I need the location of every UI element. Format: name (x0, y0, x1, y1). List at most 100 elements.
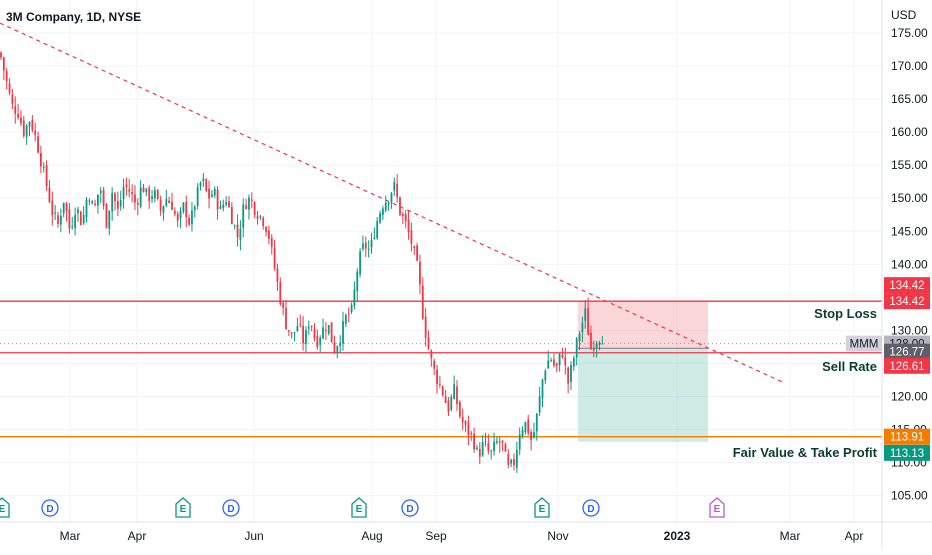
dividend-marker[interactable]: D (582, 499, 600, 517)
candle-body (108, 210, 111, 229)
candle-body (484, 441, 487, 443)
candle-up (493, 432, 495, 456)
dividend-marker[interactable]: D (41, 499, 59, 517)
earnings-house[interactable] (351, 497, 367, 518)
earnings-marker[interactable]: E (534, 497, 550, 518)
candle-body (555, 363, 558, 366)
candle-body (45, 165, 48, 187)
earnings-marker[interactable]: E (175, 497, 191, 518)
dividend-circle[interactable] (41, 499, 59, 517)
candle-body (256, 216, 259, 219)
candle-body (461, 417, 464, 423)
currency-label[interactable]: USD (891, 8, 917, 22)
candle-up (108, 210, 111, 236)
dividend-circle[interactable] (222, 499, 240, 517)
dividend-marker[interactable]: D (401, 499, 419, 517)
time-tick-label: Jun (244, 529, 263, 543)
candle-up (193, 205, 196, 218)
candle-up (222, 199, 225, 212)
candle-body (310, 326, 313, 328)
candle-body (14, 106, 17, 114)
candle-body (225, 202, 228, 205)
stop-loss-badge: 134.42 (884, 293, 930, 310)
candle-down (79, 210, 82, 226)
candle-down (228, 196, 230, 208)
position-tool[interactable] (578, 301, 708, 442)
candle-up (578, 331, 581, 351)
candle-body (54, 212, 57, 214)
candle-up (541, 378, 544, 408)
candle-down (430, 349, 433, 367)
dividend-circle[interactable] (582, 499, 600, 517)
candle-up (558, 353, 561, 372)
candle-body (62, 202, 65, 214)
candle-body (185, 201, 188, 218)
event-marker-label: E (356, 504, 363, 515)
time-tick-label: Apr (128, 529, 147, 543)
candle-up (521, 426, 524, 439)
candle-down (433, 358, 436, 376)
candle-body (116, 201, 119, 209)
candle-body (307, 326, 310, 329)
candle-body (270, 237, 273, 247)
stop-zone[interactable] (578, 301, 708, 349)
price-tick-label: 130.00 (891, 323, 928, 337)
candle-body (242, 204, 245, 228)
earnings-house[interactable] (709, 497, 725, 518)
candle-body (94, 203, 96, 206)
candle-body (154, 190, 156, 199)
horizontal-levels[interactable] (0, 300, 882, 438)
candle-body (176, 213, 179, 221)
candle-up (219, 200, 222, 210)
candle-body (493, 441, 495, 452)
candle-body (490, 450, 493, 452)
candle-body (182, 202, 185, 212)
candle-body (390, 192, 393, 203)
candle-down (136, 198, 139, 216)
price-tick-label: 170.00 (891, 59, 928, 73)
candle-body (496, 441, 498, 443)
dividend-circle[interactable] (401, 499, 419, 517)
candle-body (436, 369, 438, 384)
earnings-marker[interactable]: E (709, 497, 725, 518)
candle-body (498, 441, 501, 443)
earnings-house[interactable] (534, 497, 550, 518)
candle-body (521, 430, 524, 436)
candle-down (273, 239, 276, 271)
candle-body (20, 117, 22, 124)
target-badge: 113.13 (884, 444, 930, 461)
candle-up (28, 121, 31, 137)
candle-down (5, 68, 8, 90)
time-axis[interactable]: Mar Apr Jun Aug Sep Nov 2023 Mar Apr (60, 529, 864, 543)
candle-up (518, 427, 521, 456)
candle-up (524, 421, 527, 435)
candle-body (330, 322, 333, 343)
earnings-house[interactable] (0, 497, 10, 518)
candle-body (367, 248, 370, 250)
dividend-marker[interactable]: D (222, 499, 240, 517)
earnings-marker[interactable]: E (0, 497, 10, 518)
candle-up (533, 422, 535, 439)
candle-down (40, 145, 42, 174)
candle-body (470, 432, 473, 434)
candle-up (359, 248, 361, 278)
candle-body (430, 350, 433, 359)
target-zone[interactable] (578, 348, 708, 442)
candle-down (268, 225, 270, 245)
candle-body (302, 325, 304, 344)
level-label: Fair Value & Take Profit (733, 445, 878, 460)
candle-down (427, 330, 430, 350)
candle-down (270, 234, 273, 255)
candle-up (339, 335, 342, 354)
candle-body (396, 183, 399, 198)
earnings-marker[interactable]: E (351, 497, 367, 518)
candle-body (305, 330, 307, 344)
candle-up (71, 216, 74, 230)
candle-down (171, 192, 173, 211)
time-tick-label: Aug (361, 529, 382, 543)
candle-down (34, 122, 37, 142)
earnings-house[interactable] (175, 497, 191, 518)
